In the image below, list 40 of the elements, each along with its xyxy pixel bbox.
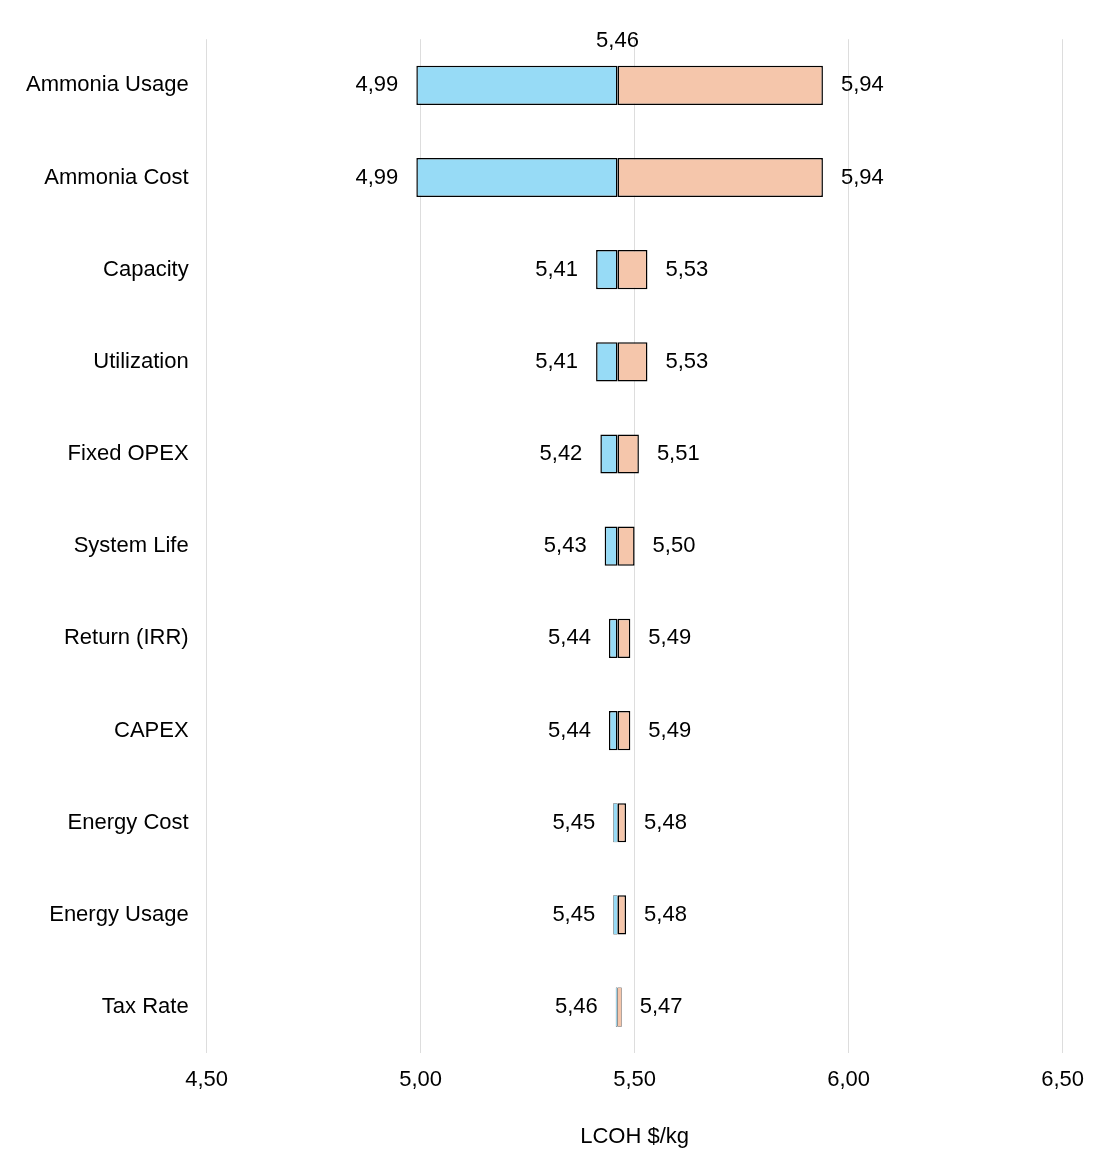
x-tick-label: 4,50 bbox=[185, 1066, 229, 1092]
data-label: 5,94 bbox=[840, 163, 884, 189]
data-label: 5,94 bbox=[840, 71, 884, 97]
data-label: 5,47 bbox=[639, 993, 683, 1019]
data-label: 5,44 bbox=[548, 624, 591, 650]
y-tick-label: Utilization bbox=[93, 347, 189, 373]
data-label: 5,53 bbox=[665, 347, 709, 373]
data-label: 4,99 bbox=[355, 163, 399, 189]
y-tick-label: Energy Usage bbox=[49, 900, 189, 926]
data-label: 5,41 bbox=[535, 347, 579, 373]
data-label: 5,51 bbox=[656, 440, 700, 466]
y-tick-label: Return (IRR) bbox=[63, 624, 189, 650]
x-axis-title: LCOH $/kg bbox=[580, 1122, 690, 1148]
data-label: 5,48 bbox=[644, 808, 687, 834]
data-label: 5,44 bbox=[548, 716, 591, 742]
x-tick-label: 5,00 bbox=[399, 1066, 443, 1092]
annotation: 5,46 bbox=[596, 27, 639, 53]
y-tick-label: Capacity bbox=[103, 255, 189, 281]
data-label: 5,43 bbox=[543, 532, 587, 558]
y-tick-label: Energy Cost bbox=[67, 808, 189, 834]
x-tick-label: 5,50 bbox=[613, 1066, 657, 1092]
y-tick-label: Ammonia Usage bbox=[25, 71, 189, 97]
data-label: 4,99 bbox=[355, 71, 399, 97]
y-tick-label: Ammonia Cost bbox=[44, 163, 189, 189]
data-label: 5,53 bbox=[665, 255, 709, 281]
data-label: 5,50 bbox=[652, 532, 696, 558]
data-label: 5,49 bbox=[648, 716, 692, 742]
data-label: 5,42 bbox=[539, 440, 583, 466]
x-tick-label: 6,00 bbox=[827, 1066, 871, 1092]
y-tick-label: CAPEX bbox=[114, 716, 189, 742]
data-label: 5,41 bbox=[535, 255, 579, 281]
data-label: 5,45 bbox=[552, 808, 596, 834]
y-tick-label: System Life bbox=[73, 532, 189, 558]
y-tick-label: Tax Rate bbox=[101, 993, 189, 1019]
x-tick-label: 6,50 bbox=[1041, 1066, 1084, 1092]
data-label: 5,48 bbox=[644, 900, 687, 926]
data-label: 5,49 bbox=[648, 624, 692, 650]
y-tick-label: Fixed OPEX bbox=[67, 440, 189, 466]
data-label: 5,45 bbox=[552, 900, 596, 926]
data-label: 5,46 bbox=[554, 993, 598, 1019]
